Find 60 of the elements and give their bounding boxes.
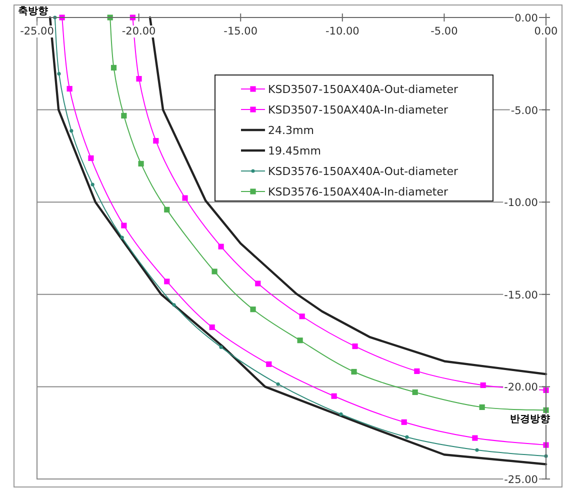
point: [297, 338, 303, 344]
point: [172, 303, 176, 307]
point: [88, 155, 94, 161]
y-tick-label: -25.00: [504, 474, 538, 486]
point: [120, 236, 124, 240]
point: [138, 160, 144, 167]
legend-label: 24.3mm: [268, 124, 314, 137]
y-tick-label: 0.00: [514, 12, 538, 24]
point: [255, 280, 261, 286]
point: [414, 368, 420, 374]
point: [212, 268, 218, 274]
point: [182, 195, 188, 201]
point: [59, 14, 65, 20]
point: [250, 306, 256, 312]
point: [299, 314, 305, 320]
point: [543, 442, 549, 448]
y-tick-label: -5.00: [510, 104, 538, 117]
x-tick-label: -15.00: [224, 26, 258, 38]
x-tick-label: -25.00: [20, 26, 54, 38]
point: [479, 404, 485, 410]
point: [219, 345, 223, 349]
point: [110, 64, 117, 71]
x-axis-title: 반경방향: [510, 414, 550, 425]
point: [331, 393, 337, 399]
legend-label: KSD3576-150AX40A-In-diameter: [268, 186, 448, 198]
point: [480, 382, 486, 388]
point: [90, 182, 94, 186]
point: [218, 244, 224, 250]
point: [405, 435, 409, 439]
point: [339, 412, 343, 416]
point: [351, 368, 357, 375]
point: [276, 382, 280, 386]
point: [121, 112, 127, 119]
point: [153, 138, 159, 144]
y-tick-label: -10.00: [504, 197, 538, 210]
point: [401, 419, 407, 425]
y-axis-title: 축방향: [18, 6, 48, 17]
y-tick-label: -20.00: [504, 382, 538, 394]
x-tick-label: 0.00: [534, 26, 558, 38]
x-tick-label: -20.00: [122, 26, 156, 38]
point: [66, 86, 72, 92]
x-tick-label: -10.00: [325, 26, 360, 38]
y-tick-label: -15.00: [504, 289, 538, 302]
legend-label: KSD3576-150AX40A-Out-diameter: [268, 165, 458, 178]
point: [164, 278, 170, 284]
point: [352, 343, 358, 350]
legend-label: 19.45mm: [268, 144, 321, 158]
point: [266, 361, 272, 367]
point: [412, 389, 418, 396]
x-tick-label: -5.00: [430, 26, 458, 38]
legend-label: KSD3507-150AX40A-In-diameter: [268, 104, 448, 116]
point: [475, 448, 479, 452]
point: [121, 222, 127, 228]
legend-label: KSD3507-150AX40A-Out-diameter: [268, 83, 458, 96]
point: [57, 72, 61, 76]
point: [164, 206, 170, 212]
point: [209, 324, 215, 330]
point: [70, 129, 74, 133]
point: [472, 435, 478, 441]
point: [136, 76, 142, 82]
